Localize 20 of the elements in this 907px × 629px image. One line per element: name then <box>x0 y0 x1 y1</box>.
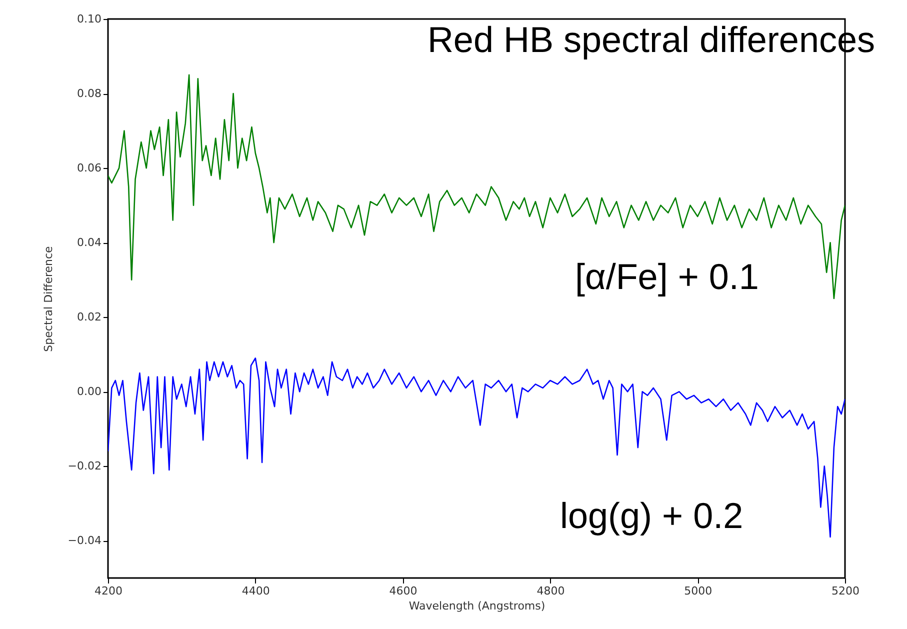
x-tick-label: 5200 <box>832 584 860 598</box>
y-axis-title: Spectral Difference <box>42 246 55 352</box>
y-tick-label: 0.00 <box>77 385 102 398</box>
line-series <box>108 74 845 300</box>
y-tick-label: 0.04 <box>77 236 102 250</box>
annotation: [α/Fe] + 0.1 <box>575 256 759 297</box>
y-tick-label: 0.06 <box>77 162 102 175</box>
x-tick-label: 5000 <box>684 584 712 598</box>
x-tick-label: 4400 <box>242 584 270 598</box>
line-series <box>108 357 845 538</box>
x-tick-label: 4200 <box>94 584 122 598</box>
y-tick-label: −0.02 <box>68 460 102 473</box>
x-tick-label: 4600 <box>389 584 418 598</box>
y-tick-label: 0.08 <box>77 87 102 100</box>
annotation: log(g) + 0.2 <box>560 495 744 536</box>
x-axis-title: Wavelength (Angstroms) <box>408 600 546 612</box>
y-tick-label: −0.04 <box>68 534 102 548</box>
y-tick-label: 0.02 <box>77 310 102 324</box>
y-tick-label: 0.10 <box>77 12 102 26</box>
x-tick-label: 4800 <box>536 584 565 598</box>
